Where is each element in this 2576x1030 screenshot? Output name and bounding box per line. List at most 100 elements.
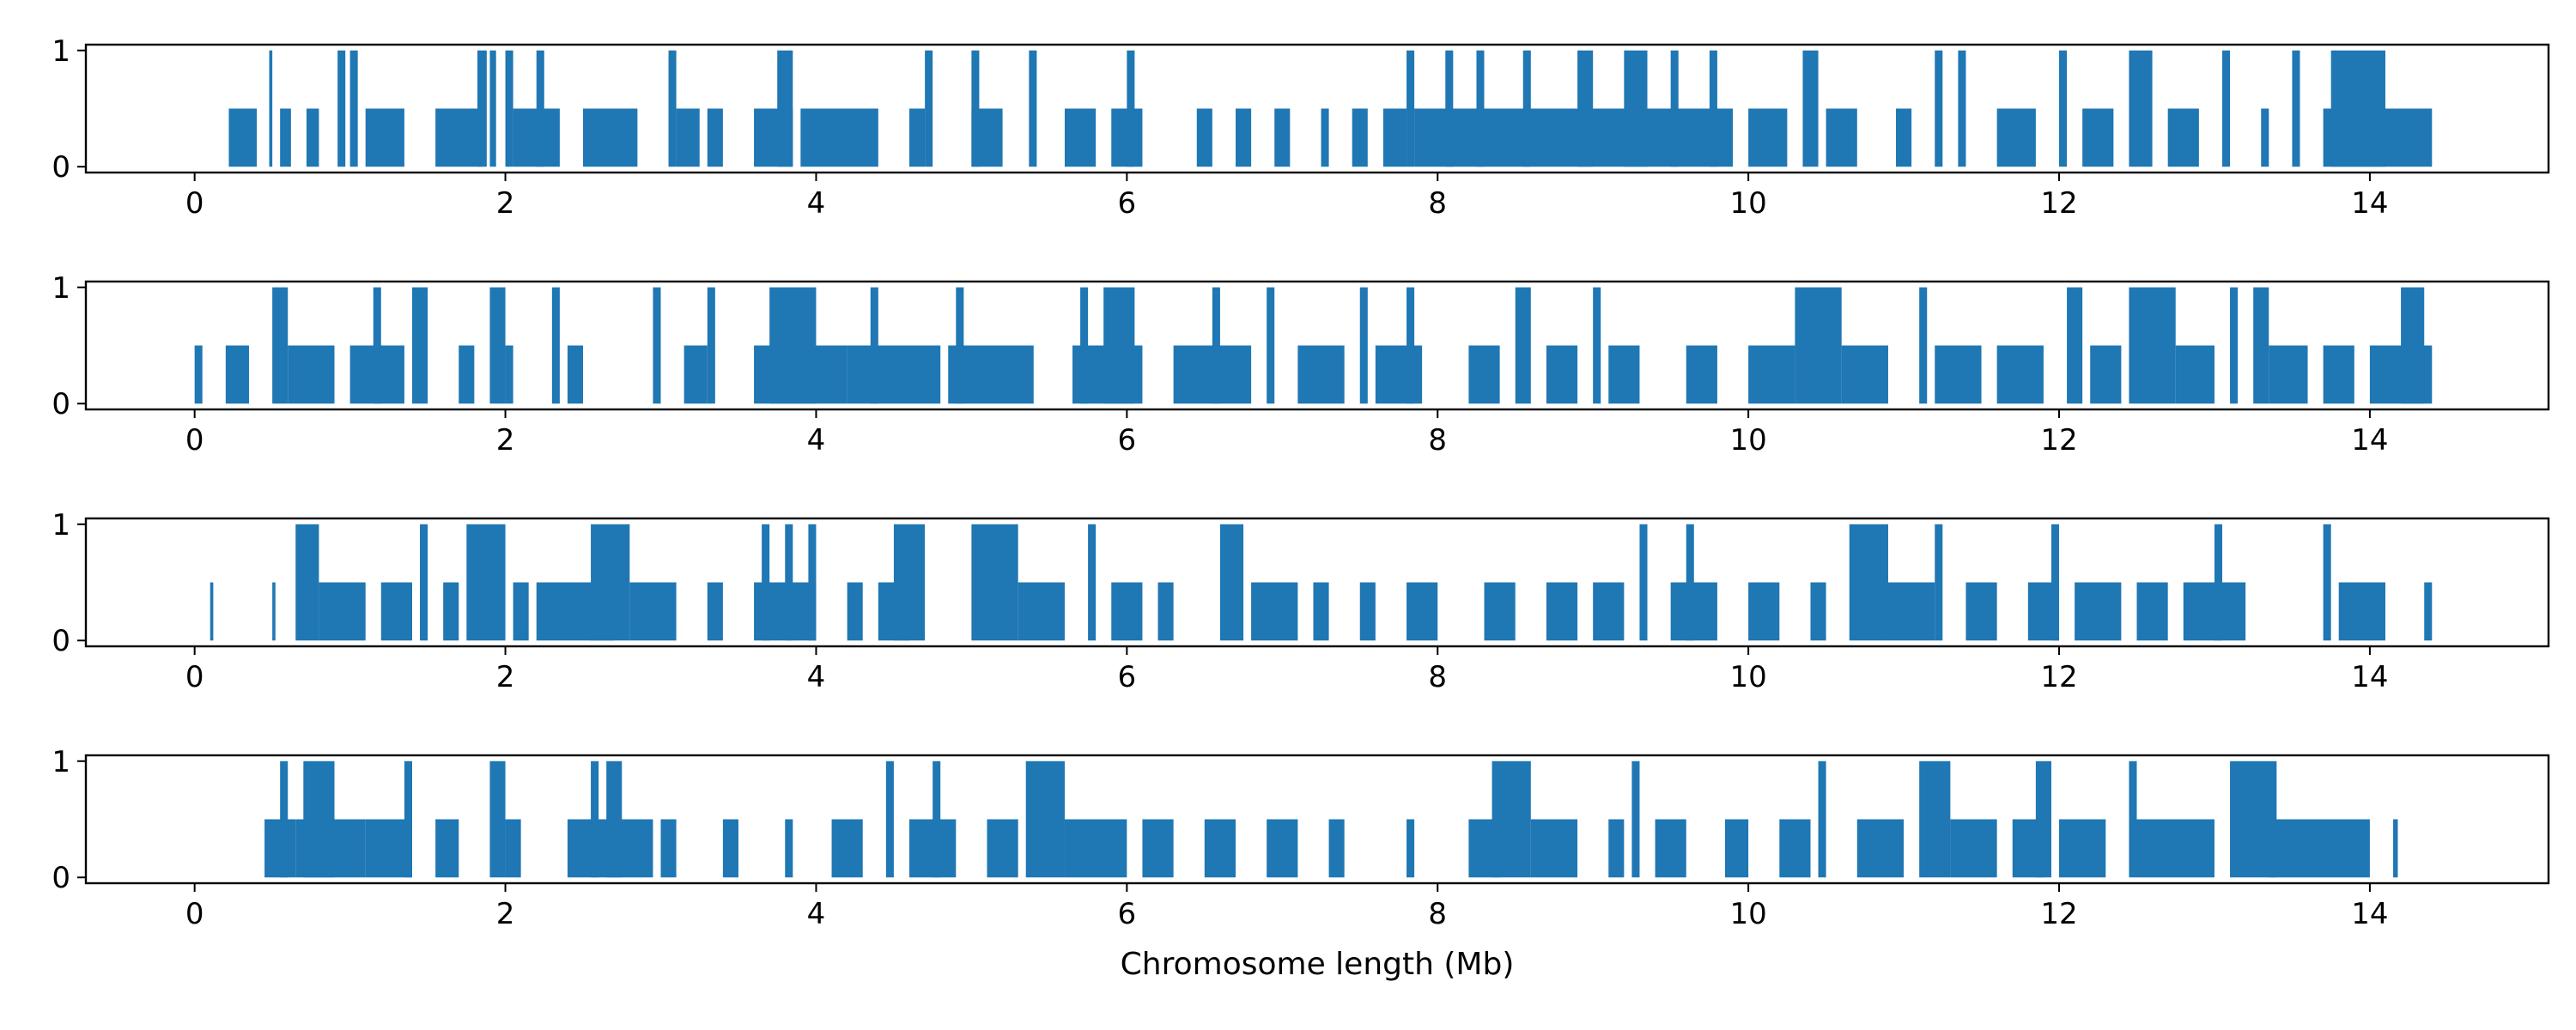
x-tick-label: 6 (1118, 186, 1137, 221)
bar (1818, 760, 1826, 878)
bar (2253, 287, 2269, 404)
bar (1025, 760, 1065, 878)
bar (1127, 50, 1135, 167)
bar (551, 287, 560, 404)
bar (1887, 582, 1935, 641)
bar (1856, 819, 1905, 878)
x-tick-label: 6 (1118, 423, 1137, 457)
bar (459, 345, 475, 404)
bar (2269, 819, 2370, 878)
bar (1445, 50, 1454, 167)
bar (893, 524, 926, 641)
bar (280, 108, 291, 167)
x-tick-label: 12 (2040, 186, 2077, 221)
bar (591, 524, 630, 641)
bar (1919, 760, 1951, 878)
bar (1748, 345, 1795, 404)
bar (1841, 345, 1888, 404)
bar (1826, 108, 1857, 167)
bar (228, 108, 258, 167)
x-tick-label: 4 (807, 660, 826, 694)
bar (373, 287, 381, 404)
bar (1157, 582, 1174, 641)
bar (1608, 345, 1640, 404)
y-tick-label: 1 (52, 271, 70, 306)
bar (1935, 524, 1943, 641)
bar (1935, 50, 1943, 167)
bar (1064, 108, 1097, 167)
bar (1810, 582, 1826, 641)
bar (2214, 524, 2223, 641)
bar (1297, 345, 1345, 404)
bar (885, 760, 894, 878)
bar (306, 108, 319, 167)
bar (800, 108, 878, 167)
panel-1-bars (228, 50, 2433, 167)
bar (280, 760, 289, 878)
bar (2230, 760, 2277, 878)
bar (1522, 50, 1531, 167)
bar (987, 819, 1018, 878)
x-tick-label: 14 (2351, 186, 2388, 221)
y-tick-label: 0 (52, 150, 70, 185)
bar (2175, 345, 2215, 404)
x-tick-label: 14 (2351, 423, 2388, 457)
bar (1608, 819, 1625, 878)
bar (466, 524, 506, 641)
panel-4: 0 2 4 6 8 10 12 14 0 1 (52, 745, 2550, 931)
bar (2136, 582, 2168, 641)
bar (2222, 50, 2231, 167)
bar (1274, 108, 1291, 167)
bar (583, 108, 638, 167)
bar (1919, 287, 1928, 404)
bar (349, 50, 358, 167)
x-tick-label: 2 (496, 897, 515, 931)
bar (1849, 524, 1888, 641)
bar (489, 760, 506, 878)
bar (210, 582, 214, 641)
bar (1142, 819, 1174, 878)
bar (1018, 582, 1065, 641)
x-tick-label: 10 (1729, 660, 1766, 694)
bar (971, 50, 980, 167)
bar (1779, 819, 1811, 878)
x-tick-label: 0 (185, 186, 204, 221)
bar (1352, 108, 1368, 167)
bar (1484, 582, 1516, 641)
bar (1359, 287, 1368, 404)
bar (1029, 50, 1037, 167)
bar (1896, 108, 1912, 167)
bar (1802, 50, 1819, 167)
bar (1639, 524, 1648, 641)
bar (1359, 582, 1376, 641)
bar (1996, 108, 2036, 167)
bar (668, 50, 677, 167)
bar (505, 50, 513, 167)
bar (1950, 819, 1997, 878)
x-tick-label: 10 (1729, 186, 1766, 221)
bar (1267, 287, 1275, 404)
panel-4-frame (84, 754, 2550, 885)
bar (1382, 108, 1407, 167)
x-tick-label: 12 (2040, 897, 2077, 931)
bar (1546, 345, 1578, 404)
x-tick-label: 2 (496, 423, 515, 457)
x-tick-label: 8 (1428, 660, 1447, 694)
x-axis-label: Chromosome length (Mb) (1121, 947, 1515, 982)
bar (1795, 287, 1842, 404)
bar (1709, 50, 1717, 167)
bar (1748, 108, 1788, 167)
bar (513, 582, 529, 641)
bar (1103, 287, 1135, 404)
panel-2-frame (84, 280, 2550, 411)
bar (404, 760, 412, 878)
panel-1: 0 2 4 6 8 10 12 14 0 1 (52, 34, 2550, 221)
x-tick-label: 8 (1428, 423, 1447, 457)
bar (1080, 287, 1089, 404)
bar (2059, 50, 2068, 167)
bar (948, 345, 987, 404)
bar (660, 819, 677, 878)
bar (1624, 50, 1648, 167)
bar (1219, 524, 1244, 641)
bar (629, 582, 677, 641)
